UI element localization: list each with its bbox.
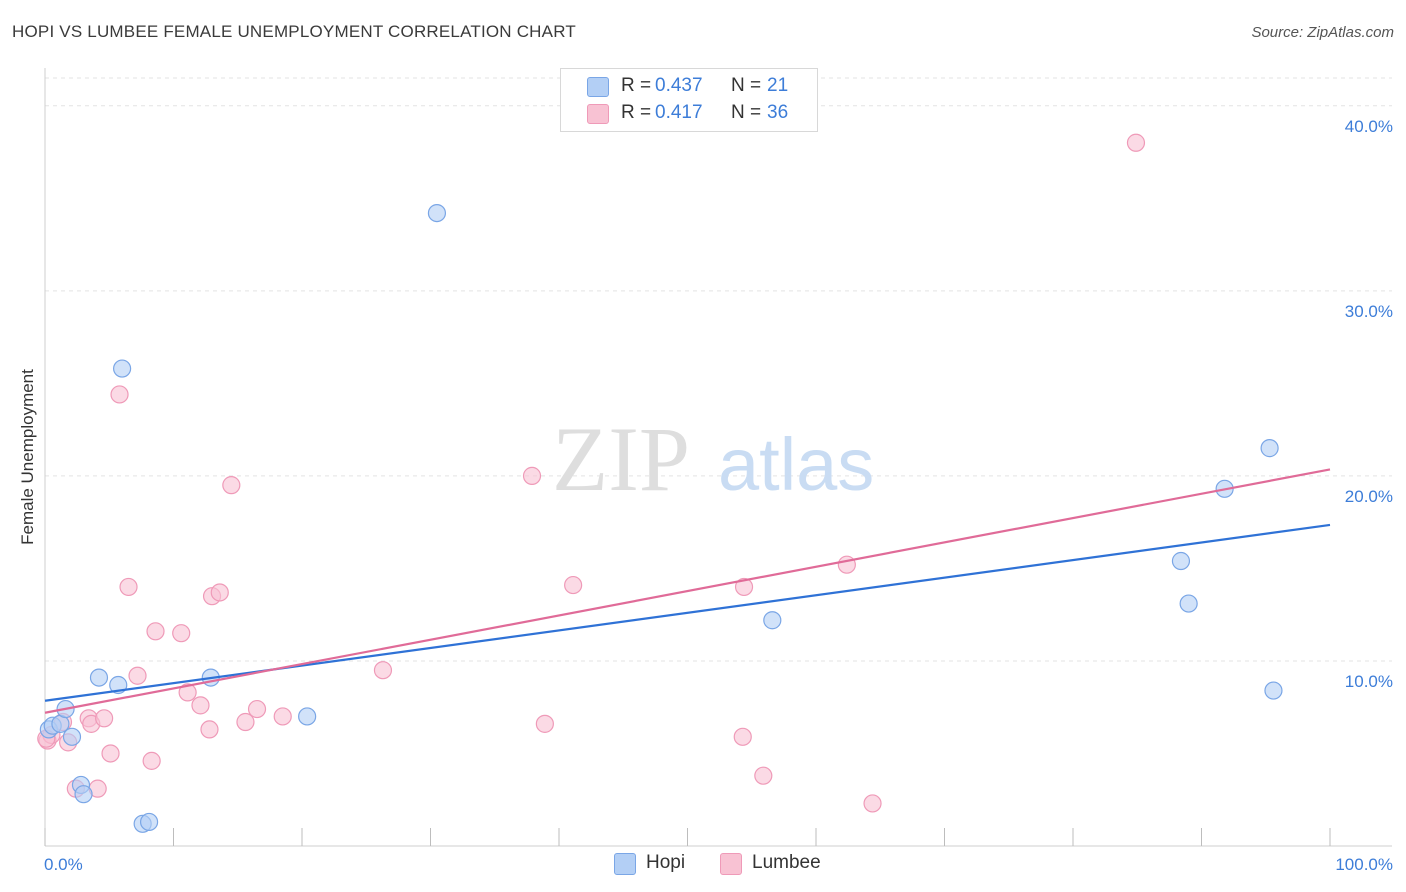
- hopi-point: [763, 611, 782, 630]
- x-tick-label: 100.0%: [1335, 855, 1393, 874]
- lumbee-point: [191, 696, 210, 715]
- hopi-point: [89, 668, 109, 687]
- lumbee-point: [733, 727, 752, 746]
- trend-layer: [44, 468, 1331, 714]
- lumbee-point: [210, 583, 229, 602]
- lumbee-point: [236, 712, 255, 732]
- hopi-point: [139, 812, 159, 832]
- y-tick-label: 10.0%: [1345, 672, 1393, 691]
- lumbee-point: [146, 622, 165, 641]
- legend-r-value: 0.437: [655, 75, 703, 96]
- legend-n-value: 21: [767, 75, 789, 96]
- lumbee-point: [1126, 133, 1146, 152]
- hopi-point: [1171, 551, 1191, 571]
- legend-r-label: R =: [621, 75, 652, 96]
- lumbee-point: [373, 661, 393, 680]
- legend-r-label: R =: [621, 102, 652, 123]
- chart-title: HOPI VS LUMBEE FEMALE UNEMPLOYMENT CORRE…: [12, 22, 576, 41]
- legend-swatch-hopi: [587, 77, 609, 97]
- lumbee-point: [178, 683, 197, 702]
- legend-r-value: 0.417: [655, 102, 703, 123]
- lumbee-point: [128, 666, 147, 685]
- bottom-legend-label-lumbee: Lumbee: [752, 852, 821, 873]
- legend-swatch-lumbee: [587, 104, 609, 124]
- hopi-point: [62, 727, 82, 746]
- lumbee-point: [754, 766, 773, 785]
- hopi-trend-line: [44, 523, 1331, 702]
- lumbee-point: [535, 714, 554, 733]
- hopi-point: [298, 707, 317, 726]
- bottom-legend-swatch-hopi: [614, 853, 636, 875]
- y-tick-label: 20.0%: [1345, 487, 1393, 506]
- x-tick-label: 0.0%: [44, 855, 83, 874]
- source-label: Source: ZipAtlas.com: [1251, 24, 1394, 41]
- watermark-atlas: atlas: [718, 423, 874, 506]
- y-tick-label: 40.0%: [1345, 117, 1393, 136]
- hopi-point: [1179, 594, 1198, 613]
- lumbee-point: [863, 794, 882, 813]
- lumbee-point: [222, 476, 241, 495]
- bottom-legend-swatch-lumbee: [720, 853, 742, 875]
- lumbee-point: [119, 577, 138, 597]
- y-axis-label: Female Unemployment: [18, 369, 37, 545]
- lumbee-point: [101, 744, 120, 763]
- lumbee-point: [142, 751, 161, 770]
- axis-layer: [44, 68, 1392, 847]
- y-tick-label: 30.0%: [1345, 302, 1393, 321]
- legend-box: R = 0.437 N = 21 R = 0.417 N = 36: [560, 68, 818, 132]
- hopi-point: [74, 785, 93, 804]
- lumbee-trend-line: [44, 468, 1331, 714]
- legend-n-label: N =: [731, 102, 762, 123]
- legend-n-label: N =: [731, 75, 762, 96]
- watermark-zip: ZIP: [552, 408, 690, 510]
- hopi-point: [112, 359, 132, 378]
- lumbee-point: [95, 709, 114, 728]
- hopi-point: [427, 203, 447, 223]
- tick-labels: 10.0% 20.0% 30.0% 40.0% 0.0% 100.0%: [44, 117, 1393, 874]
- lumbee-point: [110, 385, 129, 404]
- lumbee-point: [273, 707, 292, 726]
- bottom-legend-label-hopi: Hopi: [646, 852, 686, 873]
- lumbee-point: [564, 575, 583, 595]
- legend-n-value: 36: [767, 102, 789, 123]
- lumbee-point: [200, 720, 219, 739]
- lumbee-point: [172, 624, 191, 643]
- lumbee-point: [522, 466, 542, 485]
- watermark: ZIP atlas: [552, 408, 874, 510]
- lumbee-point: [247, 699, 267, 719]
- grid-layer: [45, 77, 1392, 662]
- hopi-point: [1264, 681, 1283, 700]
- lumbee-point: [734, 577, 754, 597]
- hopi-point: [1260, 439, 1279, 458]
- points-layer: [37, 133, 1283, 833]
